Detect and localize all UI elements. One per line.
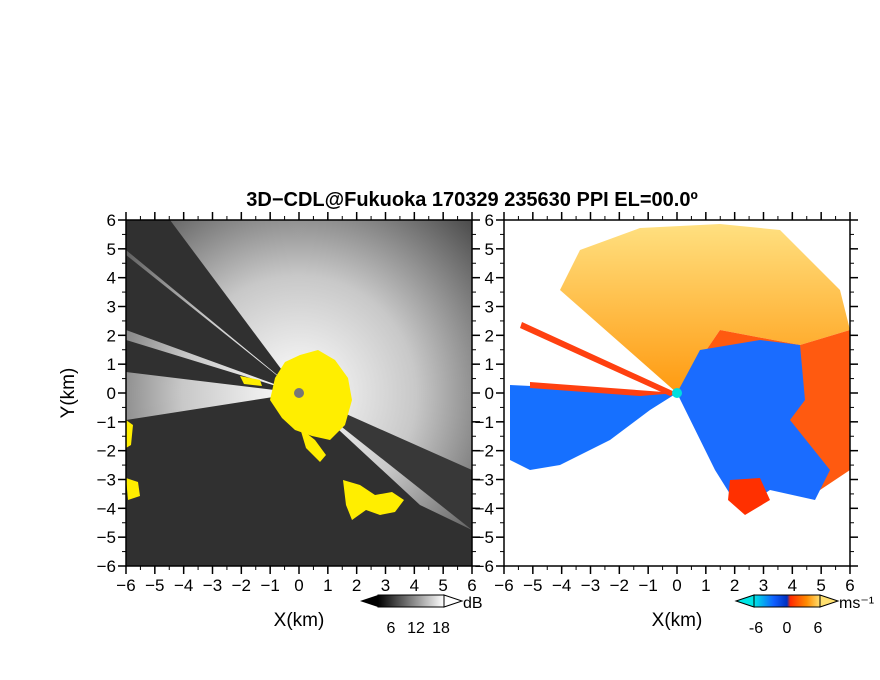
y-tick-label: −6 (475, 557, 494, 576)
x-tick-label: −1 (638, 576, 657, 595)
y-tick-label: 2 (107, 326, 116, 345)
right-colorbar: ms⁻¹ -6 0 6 (734, 594, 874, 637)
right-southwest-approach-region (510, 385, 677, 470)
left-x-axis-label: X(km) (274, 610, 325, 631)
y-tick-label: 4 (485, 269, 494, 288)
y-tick-label: 2 (485, 326, 494, 345)
x-tick-label: 1 (323, 576, 332, 595)
x-tick-label: −4 (174, 576, 193, 595)
x-tick-label: 1 (701, 576, 710, 595)
x-tick-label: −5 (523, 576, 542, 595)
left-colorbar-unit: dB (463, 595, 483, 612)
left-y-axis-label: Y(km) (58, 368, 79, 419)
x-tick-label: −3 (581, 576, 600, 595)
right-colorbar-max-arrow (819, 594, 840, 608)
y-tick-label: −2 (97, 442, 116, 461)
y-tick-label: −1 (475, 413, 494, 432)
x-tick-label: 0 (672, 576, 681, 595)
x-tick-label: −1 (260, 576, 279, 595)
y-tick-label: 3 (107, 298, 116, 317)
x-tick-label: 3 (381, 576, 390, 595)
left-colorbar-tick-label: 18 (432, 620, 450, 637)
x-tick-label: 2 (730, 576, 739, 595)
y-tick-label: −5 (97, 528, 116, 547)
chart-title: 3D−CDL@Fukuoka 170329 235630 PPI EL=00.0… (246, 189, 698, 211)
x-tick-label: 4 (788, 576, 797, 595)
y-tick-label: −4 (97, 499, 116, 518)
right-colorbar-tick-label: 0 (783, 620, 792, 637)
y-tick-label: 1 (485, 355, 494, 374)
x-tick-label: 6 (467, 576, 476, 595)
x-tick-label: 5 (816, 576, 825, 595)
y-tick-label: 5 (107, 240, 116, 259)
left-blocked-sector-west (126, 220, 299, 393)
x-tick-label: −2 (610, 576, 629, 595)
right-x-axis-label: X(km) (652, 610, 703, 631)
left-clutter-overlay (126, 350, 404, 520)
x-tick-label: 0 (294, 576, 303, 595)
y-tick-label: 3 (485, 298, 494, 317)
left-blocked-sector-northwest (126, 255, 299, 393)
left-colorbar-max-arrow (443, 594, 464, 608)
y-tick-label: 4 (107, 269, 116, 288)
right-plot-area (504, 220, 850, 566)
right-colorbar-tick-label: -6 (749, 620, 763, 637)
x-tick-label: −5 (145, 576, 164, 595)
y-tick-label: 0 (485, 384, 494, 403)
y-tick-label: −2 (475, 442, 494, 461)
left-colorbar-min-arrow (360, 595, 378, 607)
right-east-approach-region (677, 340, 830, 510)
x-tick-label: −6 (494, 576, 513, 595)
right-colorbar-tick-label: 6 (814, 620, 823, 637)
x-tick-label: −3 (203, 576, 222, 595)
y-tick-label: −3 (475, 471, 494, 490)
y-tick-label: −1 (97, 413, 116, 432)
x-tick-label: 3 (759, 576, 768, 595)
y-tick-label: 6 (485, 211, 494, 230)
y-tick-label: 6 (107, 211, 116, 230)
right-southeast-red-patch (728, 478, 770, 515)
y-tick-label: 0 (107, 384, 116, 403)
right-radar-site (672, 388, 682, 398)
y-tick-label: −4 (475, 499, 494, 518)
y-tick-label: −3 (97, 471, 116, 490)
x-tick-label: 5 (438, 576, 447, 595)
y-tick-label: −6 (97, 557, 116, 576)
x-tick-label: −2 (232, 576, 251, 595)
right-west-streak (530, 382, 677, 396)
right-north-sector (560, 224, 850, 393)
left-blocked-sector-south (126, 393, 472, 566)
left-colorbar-bar (377, 594, 445, 608)
y-tick-label: 1 (107, 355, 116, 374)
x-tick-label: 4 (410, 576, 419, 595)
right-colorbar-unit: ms⁻¹ (839, 595, 874, 612)
x-tick-label: 2 (352, 576, 361, 595)
left-colorbar-tick-label: 6 (387, 620, 396, 637)
left-plot-area (126, 220, 472, 566)
right-colorbar-bar (753, 594, 821, 608)
y-tick-label: 5 (485, 240, 494, 259)
left-colorbar: dB 6 12 18 (360, 594, 483, 637)
left-colorbar-tick-label: 12 (407, 620, 425, 637)
right-colorbar-min-arrow (734, 594, 755, 608)
y-tick-label: −5 (475, 528, 494, 547)
x-tick-label: 6 (845, 576, 854, 595)
left-radar-site (294, 388, 304, 398)
x-tick-label: −4 (552, 576, 571, 595)
right-northwest-streak (520, 322, 677, 396)
x-tick-label: −6 (116, 576, 135, 595)
